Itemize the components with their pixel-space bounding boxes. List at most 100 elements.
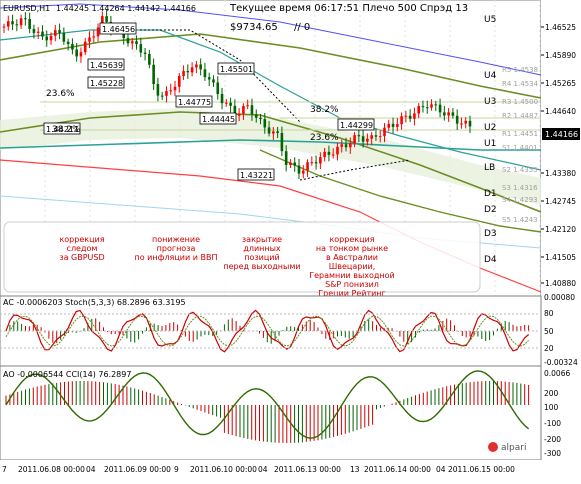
annotation-line: на тонком рынке	[316, 244, 388, 253]
candle-body	[54, 30, 57, 36]
ao-cci-axis-label: -300	[544, 449, 561, 458]
candle-body	[19, 18, 23, 26]
price-axis-label: 1.45890	[545, 51, 576, 60]
candle-body	[41, 31, 44, 37]
ao-cci-axis-label: 0.0066	[544, 369, 570, 378]
candle-body	[464, 120, 468, 124]
price-marks: 1.46456 1.45639 1.45228 1.44775 1.44211 1.455…	[43, 22, 375, 181]
price-mark-label: 1.45228	[90, 79, 123, 88]
candle-body	[195, 64, 198, 68]
price-mark-label: 1.44299	[340, 121, 373, 130]
price-mark: 1.45501	[217, 62, 255, 75]
fib-label-3: 38.2%	[52, 125, 81, 135]
candle-body	[203, 69, 207, 78]
time-axis-label: 13	[350, 465, 360, 474]
alpari-logo-text: alpari	[501, 443, 526, 453]
ac-stoch-axis-label: 80	[544, 309, 554, 318]
candle-body	[2, 26, 6, 28]
ma-teal	[0, 139, 541, 151]
time-axis-label: 2011.06.15 00:00	[448, 465, 515, 474]
candle-body	[408, 115, 412, 119]
candle-body	[306, 162, 309, 171]
ma-olive-lower	[259, 149, 542, 233]
candle-body	[6, 21, 10, 27]
green-band	[0, 108, 541, 205]
candle-body	[284, 151, 288, 165]
ma-olive-mid	[0, 111, 542, 213]
candle-body	[447, 112, 450, 116]
candle-body	[250, 105, 254, 115]
candle-body	[344, 144, 348, 148]
symbol-label: EURUSD,H1	[3, 4, 50, 13]
candle-body	[233, 105, 237, 116]
price-mark-box	[175, 95, 213, 108]
candle-body	[220, 94, 224, 104]
candle-body	[413, 113, 416, 119]
candle-body	[126, 38, 130, 44]
price-mark: 1.46456	[99, 22, 137, 35]
pivot-labels: R5 1.4538 R4 1.4534 R3 1.4500 R2 1.4487 …	[502, 66, 539, 224]
annotation-line: S&P понизил	[325, 280, 379, 289]
pivot-r4: R4 1.4534	[502, 80, 539, 88]
candle-body	[310, 162, 314, 164]
candle-body	[425, 107, 429, 109]
ao-cci-axis-label: -100	[544, 419, 561, 428]
candle-body	[336, 146, 339, 155]
annotation-text: коррекция на тонком рынке в Австралии Швеца…	[309, 235, 395, 298]
candle-body	[148, 53, 151, 65]
candle-body	[293, 162, 297, 166]
ac-stoch-axis-label: 0.00080	[544, 293, 575, 302]
ac-stoch-label: AC -0.0006203 Stoch(5,3,3) 68.2896 63.31…	[3, 298, 186, 307]
counter-label: // 0	[294, 22, 310, 33]
annotation-line: за GBPUSD	[59, 253, 104, 262]
price-mark-box	[43, 122, 81, 135]
ohlc-label: 1.44245 1.44264 1.44142 1.44166	[56, 4, 196, 13]
price-axis-label: 1.42120	[545, 225, 576, 234]
price-axis-labels: 1.46525 1.45890 1.45265 1.44640 1.43380 1.427…	[541, 23, 576, 288]
current-price-box	[542, 128, 580, 140]
price-axis-label: 1.46525	[545, 23, 576, 32]
candle-body	[391, 123, 395, 127]
price-axis	[541, 0, 581, 460]
alpari-logo: alpari	[488, 442, 526, 453]
candle-body	[348, 143, 352, 148]
candle-body	[319, 157, 322, 164]
candle-body	[430, 104, 433, 108]
candle-body	[460, 123, 463, 125]
ma-blue-upper	[0, 3, 542, 76]
annotation-line: понижение	[152, 235, 200, 244]
annotation-line: перед выходными	[223, 262, 300, 271]
time-axis-label: 2011.06.08 00:00	[18, 465, 85, 474]
price-mark: 1.45639	[87, 58, 125, 71]
annotation-line: закрытие	[242, 235, 282, 244]
balance-label: $9734.65	[230, 22, 278, 33]
candle-body	[36, 31, 40, 33]
annotation-text: понижение прогноза по инфляции и ВВП	[135, 235, 218, 262]
level-u2: U2	[484, 123, 496, 133]
time-axis-label: 2011.06.10 00:00	[190, 465, 257, 474]
cci-line	[5, 370, 530, 439]
ao-cci-axis-label: 100	[544, 403, 559, 412]
fib-label-2: 38.2%	[310, 105, 339, 115]
candle-body	[289, 162, 292, 165]
candle-body	[301, 170, 305, 174]
candle-body	[212, 79, 215, 83]
price-axis-label: 1.44640	[545, 107, 576, 116]
candle-body	[455, 115, 459, 124]
annotation-line: позиций	[244, 253, 279, 262]
level-u1: U1	[484, 139, 496, 149]
candle-body	[24, 18, 27, 20]
candle-body	[417, 106, 420, 114]
candle-body	[28, 19, 31, 29]
price-mark-label: 1.46456	[102, 25, 135, 34]
annotation-line: коррекция	[329, 235, 374, 244]
candle-body	[173, 86, 177, 91]
time-axis-label: 2011.06.14 00:00	[364, 465, 431, 474]
candle-body	[190, 67, 194, 73]
candle-body	[374, 135, 378, 137]
candle-body	[242, 106, 245, 114]
candle-body	[32, 28, 36, 33]
pivot-s2: S2 1.4355	[502, 166, 538, 174]
